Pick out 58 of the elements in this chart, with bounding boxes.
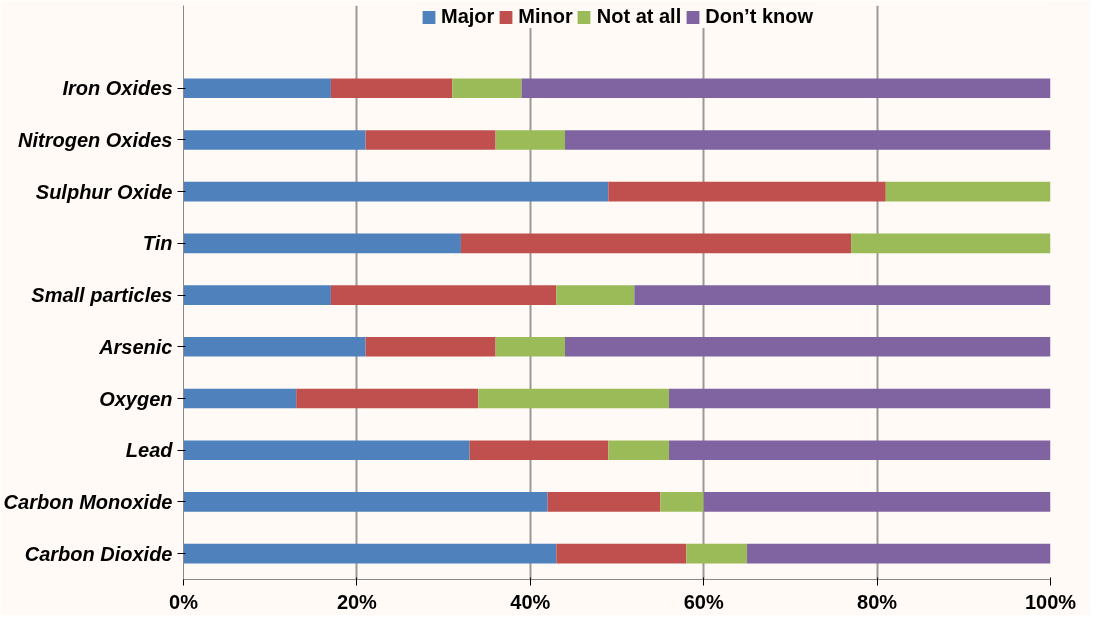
bar [556,543,687,564]
bar [365,130,496,150]
bar [669,388,1051,409]
bar [183,388,297,409]
bar [669,440,1051,461]
x-tick-label: 100% [1024,590,1077,613]
bar [703,492,1051,512]
bar [183,181,609,202]
y-tick-label: Carbon Dioxide [24,542,173,565]
bar [183,130,366,150]
bar [564,130,1051,150]
bar [183,233,461,254]
x-tick-label: 0% [169,590,199,613]
bar [556,285,635,305]
bar [608,440,670,461]
x-tick-label: 80% [857,590,898,613]
bar [365,336,496,357]
bar [547,492,661,512]
bar [452,78,522,99]
legend-label: Don’t know [705,5,813,28]
bar [183,336,366,357]
bar [183,285,331,305]
x-tick-label: 20% [336,590,378,613]
y-tick-label: Lead [125,439,174,462]
bar [885,181,1051,202]
legend-label: Minor [518,5,573,28]
bar [469,440,609,461]
bar [183,543,557,564]
bar [495,336,565,357]
y-tick-label: Nitrogen Oxides [18,128,173,151]
bar [747,543,1051,564]
y-tick-label: Carbon Monoxide [3,490,173,513]
bar [608,181,886,202]
bar [634,285,1051,305]
bar [330,78,453,99]
bar [851,233,1051,254]
y-tick-label: Arsenic [98,335,173,358]
bar [478,388,670,409]
legend-label: Major [441,5,495,28]
bar [183,78,331,99]
bar [521,78,1051,99]
bar [183,492,548,512]
y-tick-label: Oxygen [99,387,173,410]
bar [330,285,557,305]
bar [183,440,470,461]
bar [660,492,704,512]
y-tick-label: Iron Oxides [62,77,173,100]
x-tick-label: 40% [510,590,551,613]
bar [460,233,852,254]
bar [296,388,479,409]
x-tick-label: 60% [683,590,724,613]
y-tick-label: Tin [142,232,173,255]
legend-label: Not at all [596,5,682,28]
y-tick-label: Small particles [31,284,173,307]
bar [564,336,1051,357]
bar [495,130,565,150]
y-tick-label: Sulphur Oxide [35,180,173,203]
bar [686,543,748,564]
